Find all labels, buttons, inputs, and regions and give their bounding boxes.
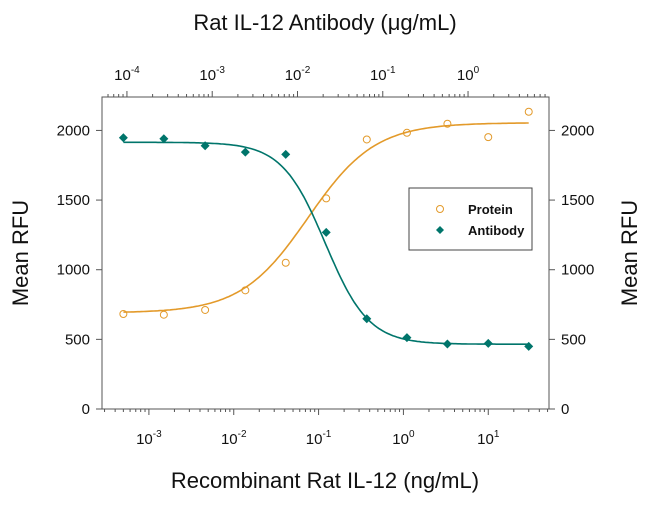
data-point-protein [484, 133, 493, 142]
left-y-tick-label: 500 [65, 331, 90, 348]
left-y-tick-label: 0 [82, 401, 90, 418]
data-point-antibody [402, 333, 412, 343]
right-y-tick-label: 1000 [561, 262, 594, 279]
fit-curve-protein [123, 122, 529, 313]
legend-marker-protein [436, 205, 444, 213]
data-point-protein [159, 310, 168, 319]
left-axis-title: Mean RFU [8, 200, 33, 306]
right-axis-title: Mean RFU [617, 200, 642, 306]
top-x-tick-label: 10-2 [285, 65, 311, 84]
data-point-protein [322, 194, 331, 203]
plot-frame [101, 96, 550, 410]
data-point-antibody [281, 149, 291, 159]
data-point-protein [201, 305, 210, 314]
top-x-tick-label: 100 [457, 65, 480, 84]
legend-box [408, 187, 533, 251]
top-axis-title: Rat IL-12 Antibody (μg/mL) [193, 10, 456, 35]
data-point-antibody [200, 141, 210, 151]
right-y-tick-label: 2000 [561, 122, 594, 139]
left-y-tick-label: 1000 [57, 262, 90, 279]
left-y-tick-label: 1500 [57, 192, 90, 209]
bottom-x-tick-label: 10-3 [136, 429, 162, 448]
top-x-tick-label: 10-4 [114, 65, 140, 84]
legend-label-protein: Protein [468, 202, 513, 217]
legend-label-antibody: Antibody [468, 223, 525, 238]
bottom-x-tick-label: 101 [477, 429, 500, 448]
data-point-antibody [524, 341, 534, 351]
data-point-antibody [442, 339, 452, 349]
top-x-tick-label: 10-3 [199, 65, 225, 84]
data-point-antibody [321, 227, 331, 237]
top-x-tick-label: 10-1 [370, 65, 396, 84]
right-y-tick-label: 0 [561, 401, 569, 418]
bottom-x-tick-label: 10-1 [306, 429, 332, 448]
data-point-protein [119, 310, 128, 319]
bottom-x-tick-label: 10-2 [221, 429, 247, 448]
data-point-protein [241, 286, 250, 295]
data-point-protein [524, 107, 533, 116]
left-y-tick-label: 2000 [57, 122, 90, 139]
data-point-antibody [159, 134, 169, 144]
fit-curve-antibody [123, 141, 529, 345]
data-point-antibody [240, 147, 250, 157]
right-y-tick-label: 500 [561, 331, 586, 348]
data-point-protein [443, 119, 452, 128]
data-point-protein [281, 258, 290, 267]
data-point-protein [362, 135, 371, 144]
bottom-x-tick-label: 100 [392, 429, 415, 448]
legend-marker-antibody [436, 226, 444, 234]
data-point-protein [402, 128, 411, 137]
right-y-tick-label: 1500 [561, 192, 594, 209]
bottom-axis-title: Recombinant Rat IL-12 (ng/mL) [171, 468, 479, 493]
data-point-antibody [362, 314, 372, 324]
data-point-antibody [118, 133, 128, 143]
legend: Protein Antibody [408, 187, 533, 251]
data-point-antibody [483, 338, 493, 348]
